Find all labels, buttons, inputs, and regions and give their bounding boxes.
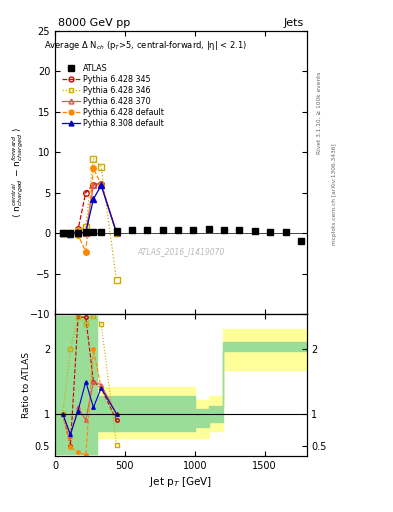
Line: ATLAS: ATLAS xyxy=(60,227,304,244)
ATLAS xyxy=(76,230,81,237)
Pythia 6.428 345 xyxy=(91,181,96,187)
ATLAS xyxy=(283,229,288,236)
Pythia 6.428 370 xyxy=(68,231,73,237)
ATLAS xyxy=(299,238,303,244)
ATLAS xyxy=(114,228,119,234)
Pythia 6.428 default xyxy=(68,231,73,238)
Pythia 6.428 346 xyxy=(99,164,103,170)
Text: ATLAS_2016_I1419070: ATLAS_2016_I1419070 xyxy=(137,247,224,256)
Pythia 6.428 default xyxy=(91,165,96,172)
X-axis label: Jet p$_{T}$ [GeV]: Jet p$_{T}$ [GeV] xyxy=(149,475,212,489)
Line: Pythia 8.308 default: Pythia 8.308 default xyxy=(60,183,119,237)
ATLAS xyxy=(160,227,165,233)
ATLAS xyxy=(206,226,211,232)
Pythia 6.428 370 xyxy=(91,181,96,187)
Pythia 6.428 346 xyxy=(83,224,88,230)
Pythia 6.428 370 xyxy=(114,230,119,236)
Legend: ATLAS, Pythia 6.428 345, Pythia 6.428 346, Pythia 6.428 370, Pythia 6.428 defaul: ATLAS, Pythia 6.428 345, Pythia 6.428 34… xyxy=(62,63,165,129)
Pythia 8.308 default xyxy=(76,230,81,236)
Pythia 6.428 346 xyxy=(114,277,119,283)
Pythia 6.428 345 xyxy=(83,189,88,196)
Y-axis label: ⟨ n$^{central}_{charged}$ − n$^{forward}_{charged}$ ⟩: ⟨ n$^{central}_{charged}$ − n$^{forward}… xyxy=(10,127,26,218)
Pythia 6.428 345 xyxy=(76,226,81,232)
Pythia 6.428 default xyxy=(99,181,103,187)
Line: Pythia 6.428 default: Pythia 6.428 default xyxy=(60,165,119,254)
Pythia 6.428 346 xyxy=(68,230,73,236)
Pythia 6.428 370 xyxy=(76,229,81,236)
Text: Rivet 3.1.10, ≥ 100k events: Rivet 3.1.10, ≥ 100k events xyxy=(316,71,321,154)
Pythia 6.428 default xyxy=(114,230,119,237)
Pythia 6.428 default xyxy=(76,232,81,238)
ATLAS xyxy=(68,230,73,237)
Pythia 8.308 default xyxy=(61,230,65,236)
ATLAS xyxy=(61,230,65,236)
Pythia 8.308 default xyxy=(91,196,96,202)
Pythia 6.428 345 xyxy=(114,230,119,237)
Pythia 8.308 default xyxy=(99,182,103,188)
ATLAS xyxy=(91,229,96,235)
ATLAS xyxy=(176,227,180,233)
ATLAS xyxy=(237,227,242,233)
Pythia 6.428 370 xyxy=(83,230,88,237)
Pythia 6.428 default xyxy=(83,249,88,255)
Pythia 6.428 345 xyxy=(61,230,65,236)
Pythia 6.428 345 xyxy=(68,231,73,237)
Pythia 8.308 default xyxy=(83,229,88,236)
Text: Average Δ N$_{ch}$ (p$_{T}$>5, central-forward, |η| < 2.1): Average Δ N$_{ch}$ (p$_{T}$>5, central-f… xyxy=(44,39,247,52)
Pythia 8.308 default xyxy=(68,231,73,237)
Text: 8000 GeV pp: 8000 GeV pp xyxy=(57,18,130,28)
Pythia 6.428 346 xyxy=(91,156,96,162)
Line: Pythia 6.428 345: Pythia 6.428 345 xyxy=(60,181,119,237)
Pythia 8.308 default xyxy=(114,229,119,236)
ATLAS xyxy=(130,227,134,233)
Pythia 6.428 345 xyxy=(99,181,103,187)
Line: Pythia 6.428 370: Pythia 6.428 370 xyxy=(60,181,119,237)
ATLAS xyxy=(222,227,226,233)
ATLAS xyxy=(145,227,150,233)
Pythia 6.428 346 xyxy=(76,228,81,234)
ATLAS xyxy=(83,229,88,236)
Pythia 6.428 370 xyxy=(99,181,103,187)
ATLAS xyxy=(191,227,196,233)
ATLAS xyxy=(252,228,257,234)
Pythia 6.428 370 xyxy=(61,230,65,236)
ATLAS xyxy=(99,228,103,234)
Text: Jets: Jets xyxy=(284,18,304,28)
Text: mcplots.cern.ch [arXiv:1306.3436]: mcplots.cern.ch [arXiv:1306.3436] xyxy=(332,144,337,245)
Pythia 6.428 default xyxy=(61,230,65,236)
Y-axis label: Ratio to ATLAS: Ratio to ATLAS xyxy=(22,352,31,418)
ATLAS xyxy=(268,229,273,235)
Pythia 6.428 346 xyxy=(61,230,65,236)
Line: Pythia 6.428 346: Pythia 6.428 346 xyxy=(60,156,119,283)
